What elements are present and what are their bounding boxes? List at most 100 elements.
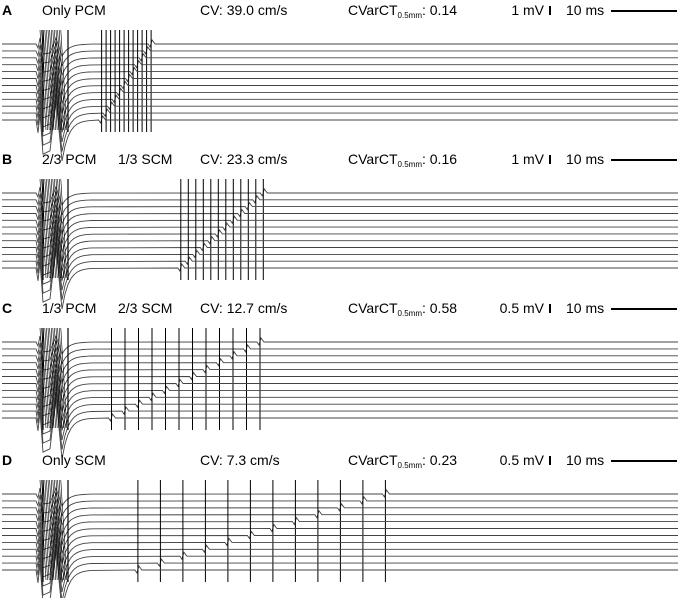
stimulus-artefact-line xyxy=(58,178,66,279)
electrogram-trace xyxy=(2,203,678,235)
panel-b-cv: CV: 23.3 cm/s xyxy=(200,151,287,167)
electrogram-trace xyxy=(2,71,678,114)
electrogram-trace xyxy=(2,219,678,262)
panel-d-cvar: CVarCT0.5mm: 0.23 xyxy=(348,452,457,470)
stimulus-artefact-line xyxy=(47,479,55,581)
electrogram-trace xyxy=(2,538,678,593)
stimulus-artefact-line xyxy=(57,29,64,131)
stimulus-artefact-line xyxy=(54,178,61,279)
stimulus-artefact-line xyxy=(54,479,61,581)
panel-a-time-scale: 10 ms xyxy=(566,2,604,18)
electrogram-trace xyxy=(2,54,678,87)
stimulus-artefact-line xyxy=(60,29,68,131)
panel-a-cvar: CVarCT0.5mm: 0.14 xyxy=(348,2,457,20)
panel-a-cv: CV: 39.0 cm/s xyxy=(200,2,287,18)
stimulus-artefact-line xyxy=(49,29,56,131)
stimulus-artefact-line xyxy=(47,29,55,131)
stimulus-artefact-line xyxy=(55,29,63,131)
panel-a-header: A Only PCM CV: 39.0 cm/s CVarCT0.5mm: 0.… xyxy=(2,2,677,20)
stimulus-artefact-line xyxy=(50,479,58,581)
electrogram-trace xyxy=(2,515,678,554)
stimulus-artefact-line xyxy=(46,178,53,279)
electrogram-trace xyxy=(2,241,678,300)
panel-a-voltage-scale: 1 mV xyxy=(511,2,544,18)
electrogram-trace xyxy=(2,549,678,598)
stimulus-artefact-line xyxy=(55,178,63,279)
stimulus-artefact-line xyxy=(58,29,66,131)
panel-d-time-scale-bar xyxy=(611,460,677,462)
electrogram-trace xyxy=(2,492,678,517)
stimulus-artefact-line xyxy=(50,178,58,279)
electrogram-trace xyxy=(2,369,678,412)
stimulus-artefact-line xyxy=(57,479,64,581)
stimulus-artefact-line xyxy=(55,327,63,429)
electrogram-trace xyxy=(2,504,678,537)
panel-a-condition: Only PCM xyxy=(42,2,106,18)
electrogram-trace xyxy=(2,397,678,460)
electrogram-trace xyxy=(2,236,678,291)
panel-c-traces xyxy=(2,327,678,460)
stimulus-artefact-line xyxy=(50,29,58,131)
stimulus-artefact-line xyxy=(44,327,52,429)
electrogram-trace xyxy=(2,247,678,310)
stimulus-artefact-line xyxy=(52,29,60,131)
stimulus-artefact-line xyxy=(46,327,53,429)
stimulus-artefact-line xyxy=(44,479,52,581)
electrogram-trace xyxy=(2,88,678,143)
panel-d-voltage-scale-bar xyxy=(549,456,551,465)
panel-c-time-scale-bar xyxy=(611,308,677,310)
panel-d-cv: CV: 7.3 cm/s xyxy=(200,452,280,468)
stimulus-artefact-line xyxy=(42,29,50,131)
panel-a-letter: A xyxy=(2,2,12,18)
panel-c-header: C 1/3 PCM 2/3 SCM CV: 12.7 cm/s CVarCT0.… xyxy=(2,300,677,318)
electrogram-trace xyxy=(2,363,678,402)
stimulus-artefact-line xyxy=(42,479,50,581)
stimulus-artefact-line xyxy=(49,178,56,279)
electrogram-trace xyxy=(2,510,678,546)
electrogram-trace xyxy=(2,185,678,207)
electrogram-trace xyxy=(2,391,678,450)
panel-b-traces xyxy=(2,178,678,310)
electrogram-trace xyxy=(2,543,678,598)
stimulus-artefact-line xyxy=(46,479,53,581)
electrogram-trace xyxy=(2,375,678,421)
electrogram-trace xyxy=(2,527,678,573)
electrogram-trace xyxy=(2,386,678,441)
panel-d-condition: Only SCM xyxy=(42,452,106,468)
stimulus-artefact-line xyxy=(58,327,66,429)
panel-c-cv: CV: 12.7 cm/s xyxy=(200,300,287,316)
panel-d-time-scale: 10 ms xyxy=(566,452,604,468)
electrogram-trace xyxy=(2,42,678,67)
panel-d-traces xyxy=(2,479,678,598)
stimulus-artefact-line xyxy=(52,327,60,429)
stimulus-artefact-line xyxy=(60,178,68,279)
panel-b-voltage-scale-bar xyxy=(549,155,551,164)
stimulus-artefact-line xyxy=(57,327,64,429)
stimulus-artefact-line xyxy=(58,479,66,581)
electrogram-trace xyxy=(2,208,678,245)
electrogram-trace xyxy=(2,93,678,152)
electrogram-trace xyxy=(2,36,678,58)
electrogram-trace xyxy=(2,521,678,564)
panel-b-time-scale-bar xyxy=(611,159,677,161)
panel-b-letter: B xyxy=(2,151,12,167)
stimulus-artefact-line xyxy=(42,327,50,429)
electrogram-trace xyxy=(2,230,678,281)
panel-b-condition-2: 1/3 SCM xyxy=(118,151,172,167)
panel-c-condition-2: 2/3 SCM xyxy=(118,300,172,316)
electrogram-trace xyxy=(2,77,678,123)
panel-a-traces xyxy=(2,29,678,162)
electrogram-trace xyxy=(2,65,678,104)
stimulus-artefact-line xyxy=(42,178,50,279)
electrogram-trace xyxy=(2,99,678,162)
stimulus-artefact-line xyxy=(54,327,61,429)
electrogram-trace xyxy=(2,532,678,583)
panel-b-voltage-scale: 1 mV xyxy=(511,151,544,167)
stimulus-artefact-line xyxy=(47,327,55,429)
electrogram-trace xyxy=(2,352,678,385)
stimulus-artefact-line xyxy=(52,178,60,279)
electrogram-trace xyxy=(2,60,678,96)
stimulus-artefact-line xyxy=(44,178,52,279)
electrogram-trace xyxy=(2,225,678,272)
